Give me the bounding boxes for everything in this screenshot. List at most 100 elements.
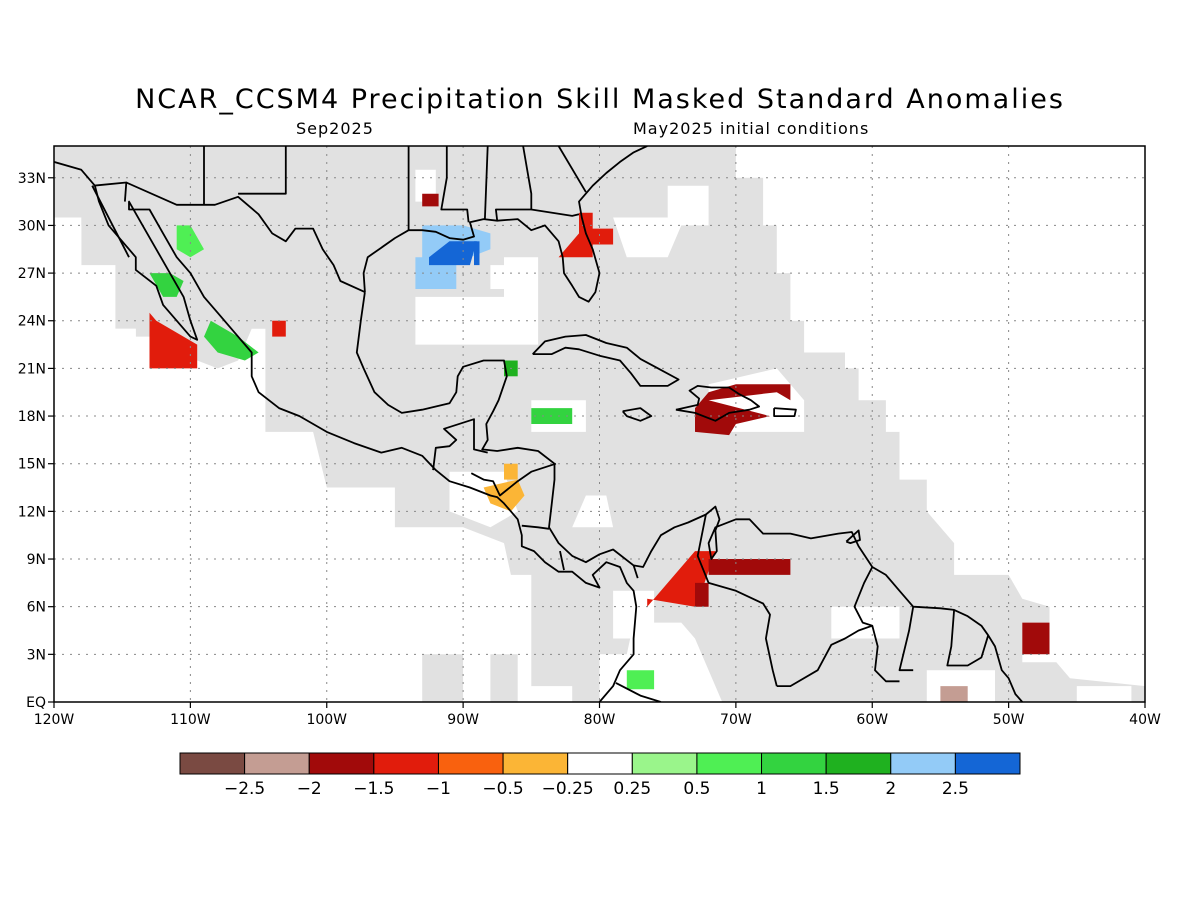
colorbar-label: −1 <box>426 779 451 799</box>
us-mexico-border <box>93 181 366 293</box>
us-states-4 <box>440 146 470 223</box>
colorbar-label: 2.5 <box>942 779 969 799</box>
anomaly-patch-15 <box>1022 622 1050 655</box>
anomaly-patch-2 <box>429 241 477 266</box>
lon-tick-label: 40W <box>1129 712 1161 728</box>
anomaly-patch-7-2 <box>204 320 259 361</box>
lat-tick-label: 18N <box>18 409 46 425</box>
colorbar-swatch-6 <box>502 752 569 775</box>
anomaly-patch-2-2 <box>474 241 480 266</box>
lon-tick-label: 70W <box>720 712 752 728</box>
lat-tick-label: 3N <box>27 647 46 663</box>
border-nicaragua <box>521 524 550 530</box>
anomaly-patch-6 <box>176 225 204 258</box>
mask-hole-11 <box>613 590 655 639</box>
border-suriname-fg <box>946 609 990 667</box>
anomaly-patch-11-2 <box>504 463 518 480</box>
border-guyana-suriname <box>898 606 915 672</box>
coastline-layer <box>54 146 1023 702</box>
colorbar-label: 0.25 <box>613 779 651 799</box>
lat-tick-label: 21N <box>18 361 46 377</box>
lon-tick-label: 110W <box>170 712 211 728</box>
border-col-ven <box>696 514 778 687</box>
gulf-caribbean-coast <box>355 291 1023 702</box>
colorbar-label: 2 <box>885 779 896 799</box>
colorbar-label: −0.25 <box>542 779 594 799</box>
chart-title: NCAR_CCSM4 Precipitation Skill Masked St… <box>135 84 1065 115</box>
colorbar-label: −1.5 <box>353 779 394 799</box>
anomaly-patch-1-2 <box>415 257 457 289</box>
trinidad <box>845 529 861 544</box>
valid-month-label: Sep2025 <box>296 119 374 138</box>
mask-hole-4 <box>613 185 709 258</box>
anomaly-patch-12 <box>695 384 791 436</box>
colorbar-swatch-10 <box>761 752 827 775</box>
lat-tick-label: 24N <box>18 314 46 330</box>
border-colombia <box>632 565 639 579</box>
lon-tick-label: 100W <box>306 712 347 728</box>
colorbar-label: −2 <box>297 779 322 799</box>
anomaly-patch-layer <box>149 193 1050 702</box>
lat-tick-label: 33N <box>18 171 46 187</box>
mask-region-3 <box>490 654 518 702</box>
colorbar-label: 1 <box>756 779 767 799</box>
jamaica <box>622 407 653 422</box>
lon-tick-label: 120W <box>34 712 75 728</box>
colorbar-swatch-2 <box>244 752 310 775</box>
us-states-5 <box>484 146 489 220</box>
border-guatemala <box>432 418 488 471</box>
lon-tick-label: 50W <box>993 712 1025 728</box>
lat-tick-label: 15N <box>18 457 46 473</box>
us-states-8 <box>557 146 587 193</box>
colorbar-label: 1.5 <box>813 779 840 799</box>
colorbar-swatch-8 <box>631 752 698 775</box>
colorbar-swatch-13 <box>954 752 1021 775</box>
border-panama <box>559 550 565 571</box>
colorbar-swatch-5 <box>437 752 504 775</box>
anomaly-patch-7 <box>149 273 184 297</box>
lat-tick-label: 30N <box>18 218 46 234</box>
init-conditions-label: May2025 initial conditions <box>633 119 870 138</box>
anomaly-patch-3 <box>422 193 439 207</box>
colorbar-swatch-7 <box>567 752 633 775</box>
us-states-7 <box>531 208 580 217</box>
axis-ticks: 120W 110W 100W 90W 80W 70W 60W 50W 40W EQ 3N 6N 9N 12… <box>18 171 1161 728</box>
puerto-rico <box>773 407 797 418</box>
anomaly-patch-17 <box>940 686 968 702</box>
border-honduras <box>470 462 557 497</box>
north-american-coast <box>54 161 638 702</box>
lat-tick-label: EQ <box>26 695 46 711</box>
anomaly-patch-11 <box>483 479 525 512</box>
anomaly-patch-8 <box>272 320 286 337</box>
lon-tick-label: 80W <box>584 712 616 728</box>
lat-tick-label: 9N <box>27 552 46 568</box>
anomaly-patch-16 <box>626 670 655 690</box>
mask-hole-7 <box>572 495 614 528</box>
border-brazil-ven <box>776 624 873 687</box>
lon-tick-label: 90W <box>447 712 479 728</box>
colorbar-swatch-4 <box>373 752 439 775</box>
mask-hole-1 <box>67 225 82 274</box>
lon-tick-label: 60W <box>856 712 888 728</box>
mexico-states-2 <box>91 185 130 258</box>
anomaly-patch-14-2 <box>695 582 709 607</box>
colorbar-swatch-3 <box>308 752 375 775</box>
border-ecuador <box>615 682 662 702</box>
lat-tick-label: 27N <box>18 266 46 282</box>
colorbar-label: 0.5 <box>683 779 710 799</box>
mask-hole-5 <box>108 328 136 353</box>
colorbar-label: −2.5 <box>224 779 265 799</box>
colorbar-swatch-12 <box>890 752 956 775</box>
us-gulf-coast <box>362 146 648 303</box>
colorbar: −2.5 −2 −1.5 −1 −0.5 −0.25 0.25 0.5 1 1.5 2 2.5 <box>179 752 1021 799</box>
anomaly-patch-5 <box>149 312 198 369</box>
mexico-states <box>124 182 128 202</box>
colorbar-swatch-9 <box>696 752 763 775</box>
hispaniola <box>675 384 760 422</box>
mask-region-2 <box>422 654 464 702</box>
mask-hole-6 <box>490 265 518 289</box>
anomaly-patch-14 <box>708 559 791 575</box>
us-states-2 <box>238 146 287 195</box>
colorbar-swatch-1 <box>179 752 246 775</box>
